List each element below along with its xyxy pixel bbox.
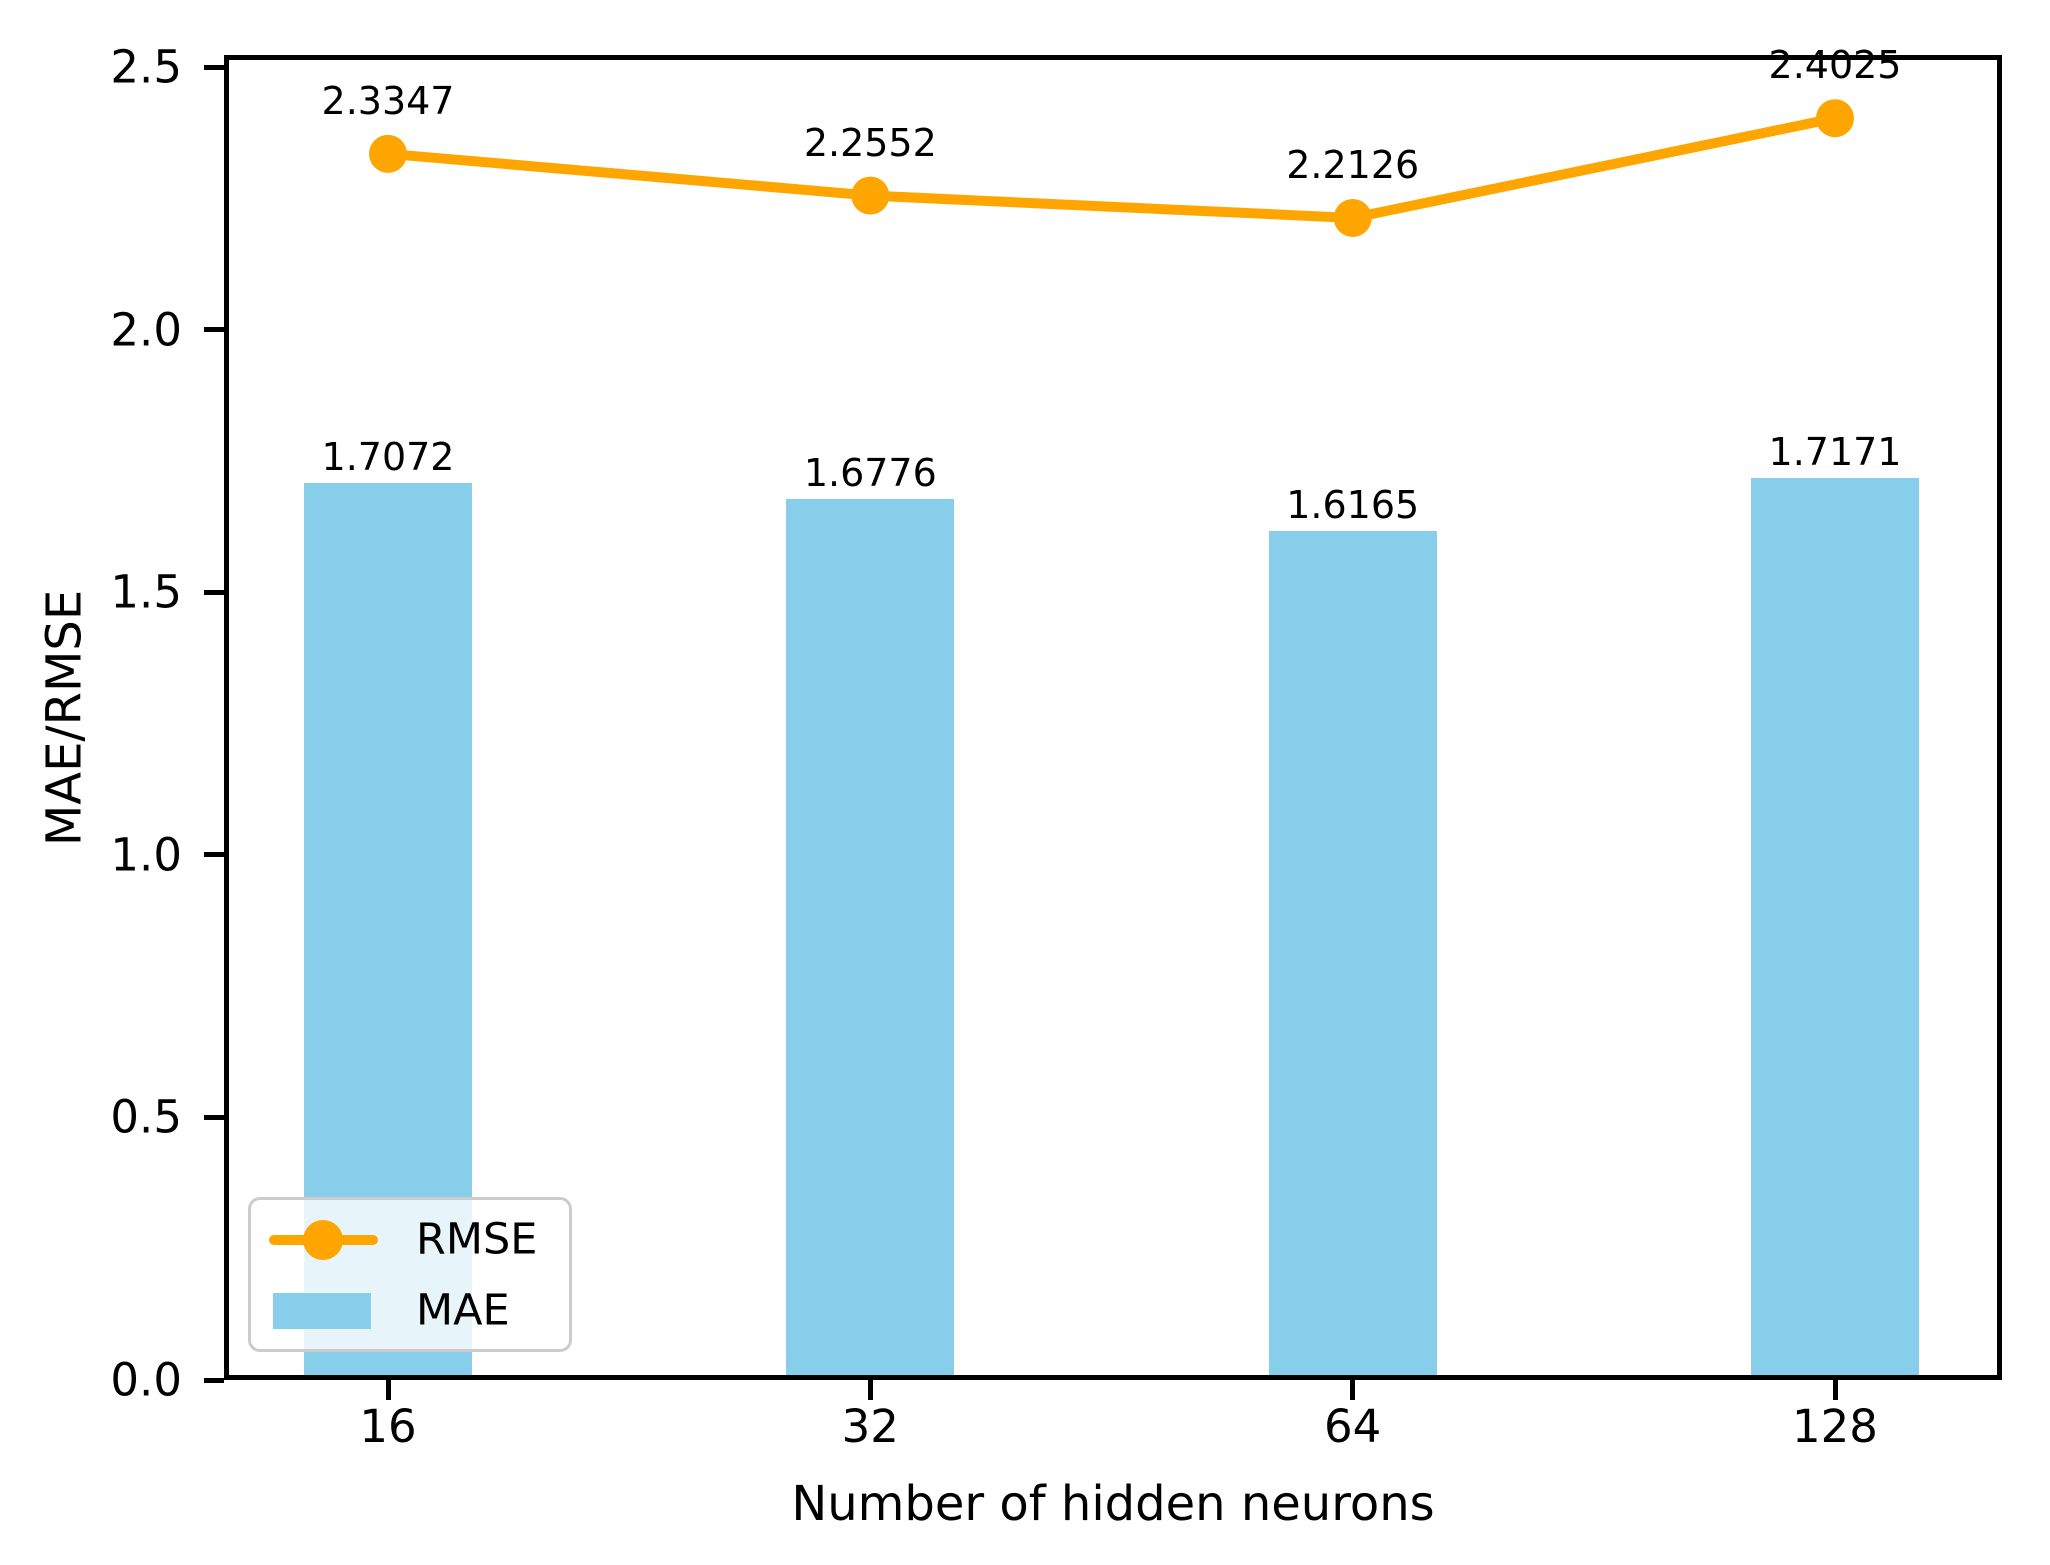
y-tick-label: 1.5 (110, 565, 182, 619)
rmse-value-label: 2.3347 (321, 78, 455, 123)
y-tick-mark (204, 64, 224, 70)
rmse-point-marker (369, 134, 407, 173)
x-tick-mark (1832, 1380, 1838, 1400)
rmse-value-label: 2.2126 (1286, 142, 1420, 187)
y-tick-label: 2.5 (110, 40, 182, 94)
ticks-layer: 0.0 0.5 1.0 1.5 2.0 2.5 16 32 64 128 (110, 45, 2002, 1450)
x-tick-mark (1350, 1380, 1356, 1400)
rmse-point-marker (851, 176, 890, 215)
rmse-line (387, 113, 1837, 223)
x-tick-label: 128 (1792, 1400, 1878, 1453)
rmse-line-layer (369, 99, 1854, 237)
x-tick-label: 32 (841, 1400, 899, 1453)
mae-value-label: 1.7171 (1768, 430, 1902, 475)
x-tick-mark (867, 1380, 873, 1400)
legend-label-mae: MAE (416, 1285, 510, 1336)
y-tick-label: 2.0 (110, 303, 182, 357)
rmse-point-marker (1333, 198, 1372, 237)
y-tick-mark (204, 852, 224, 858)
mae-value-label: 1.6776 (803, 450, 937, 495)
legend-label-rmse: RMSE (416, 1214, 538, 1265)
bars-layer (224, 55, 2002, 1380)
mae-value-label: 1.7072 (321, 435, 455, 480)
legend-mae-swatch-icon (273, 1293, 371, 1329)
legend-rmse-marker-icon (303, 1220, 343, 1260)
x-tick-mark (385, 1380, 391, 1400)
x-tick-label: 16 (359, 1400, 417, 1453)
legend: RMSE MAE (248, 1197, 572, 1352)
y-tick-label: 0.5 (110, 1090, 182, 1144)
x-axis-title: Number of hidden neurons (791, 1476, 1435, 1532)
rmse-value-label: 2.2552 (803, 120, 937, 165)
y-tick-mark (204, 1377, 224, 1383)
y-tick-mark (204, 327, 224, 333)
y-tick-mark (204, 589, 224, 595)
y-tick-label: 1.0 (110, 828, 182, 882)
x-tick-label: 64 (1324, 1400, 1382, 1453)
data-labels-layer: 1.7072 1.6776 1.6165 1.7171 2.3347 2.2552 2.21… (224, 46, 2002, 1380)
mae-bar (786, 498, 955, 1380)
plot-area: 1.7072 1.6776 1.6165 1.7171 2.3347 2.2552 2.21… (110, 45, 2002, 1450)
mae-bar (1268, 531, 1437, 1380)
rmse-value-label: 2.4025 (1768, 43, 1902, 88)
y-tick-label: 0.0 (110, 1353, 182, 1407)
rmse-point-marker (1816, 99, 1854, 138)
mae-bar (1751, 478, 1919, 1380)
y-tick-mark (204, 1114, 224, 1120)
mae-value-label: 1.6165 (1286, 483, 1420, 527)
y-axis-title: MAE/RMSE (36, 589, 93, 847)
